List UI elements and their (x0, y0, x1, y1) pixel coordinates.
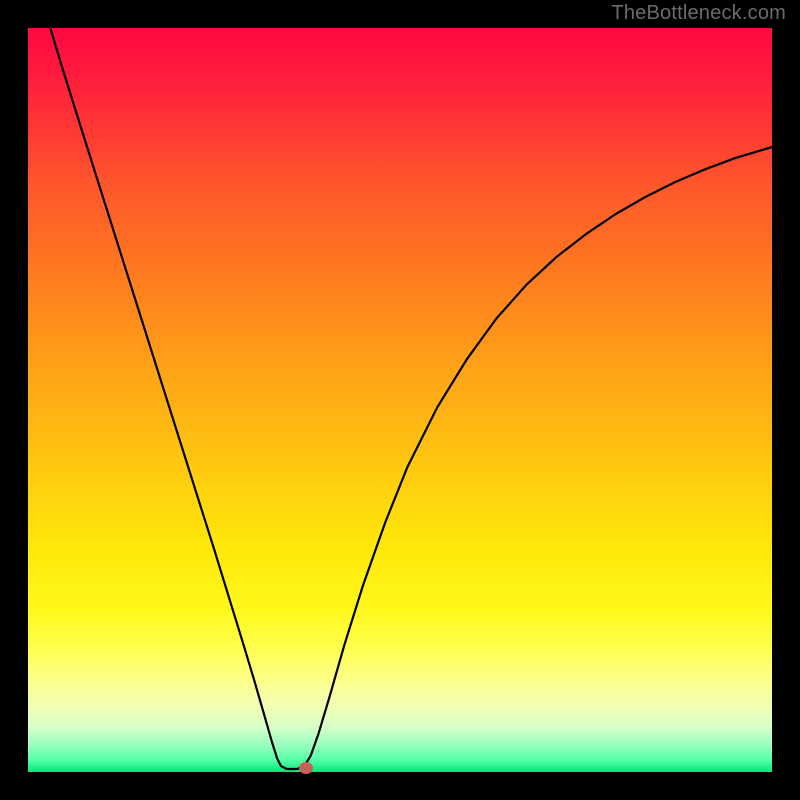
bottleneck-curve (28, 28, 772, 772)
chart-plot-area (28, 28, 772, 772)
watermark-text: TheBottleneck.com (611, 2, 786, 25)
optimum-marker (299, 762, 313, 774)
